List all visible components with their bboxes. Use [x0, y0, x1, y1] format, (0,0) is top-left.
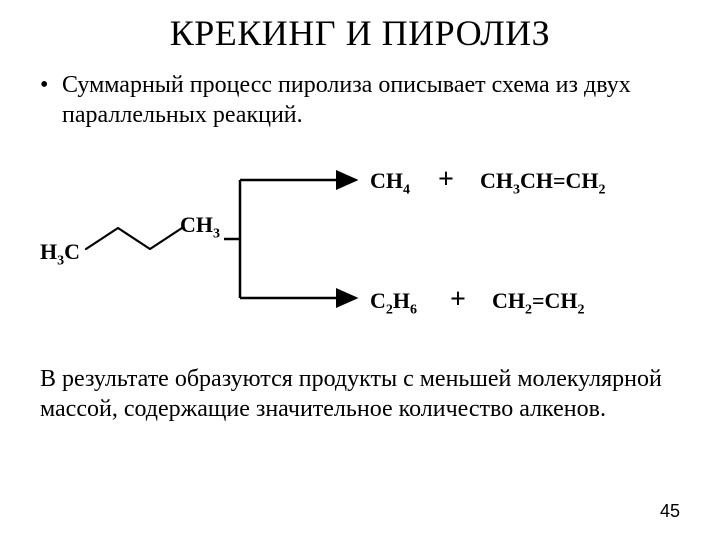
product-top-m2: CH3CH=CH2	[480, 168, 606, 198]
product-bot-m1: C2H6	[370, 288, 417, 318]
bullet-item: • Суммарный процесс пиролиза описывает с…	[40, 70, 680, 130]
reaction-scheme: H3C CH3 CH4 + CH3CH=CH2 C2H6 + CH2=CH2	[40, 150, 680, 340]
bullet-text: Суммарный процесс пиролиза описывает схе…	[62, 70, 680, 130]
slide-title: КРЕКИНГ И ПИРОЛИЗ	[40, 12, 680, 54]
product-bot-m2: CH2=CH2	[492, 288, 585, 318]
product-bot-plus: +	[450, 284, 466, 316]
slide: КРЕКИНГ И ПИРОЛИЗ • Суммарный процесс пи…	[0, 0, 720, 540]
product-top-m1: CH4	[370, 168, 410, 198]
bullet-dot: •	[40, 70, 62, 100]
page-number: 45	[660, 501, 680, 522]
conclusion-text: В результате образуются продукты с меньш…	[40, 364, 680, 424]
product-top-plus: +	[438, 164, 454, 196]
